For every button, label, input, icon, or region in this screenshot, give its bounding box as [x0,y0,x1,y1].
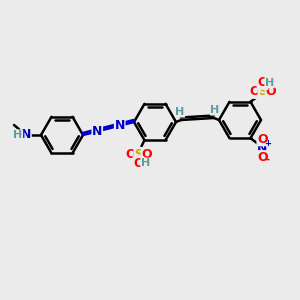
Text: +: + [264,139,271,148]
Text: O: O [133,157,144,170]
Text: N: N [92,125,103,138]
Text: N: N [257,142,268,155]
Text: O: O [249,85,260,98]
Text: O: O [257,151,268,164]
Text: O: O [141,148,152,161]
Text: -: - [266,155,269,165]
Text: O: O [125,148,136,161]
Text: H: H [176,107,184,117]
Text: N: N [21,128,31,142]
Text: N: N [115,119,125,132]
Text: H: H [265,78,274,88]
Text: O: O [265,85,276,98]
Text: O: O [257,133,268,146]
Text: O: O [257,76,268,89]
Text: S: S [258,85,267,98]
Text: H: H [210,105,220,115]
Text: S: S [134,148,143,161]
Text: H: H [141,158,150,168]
Text: H: H [14,130,22,140]
